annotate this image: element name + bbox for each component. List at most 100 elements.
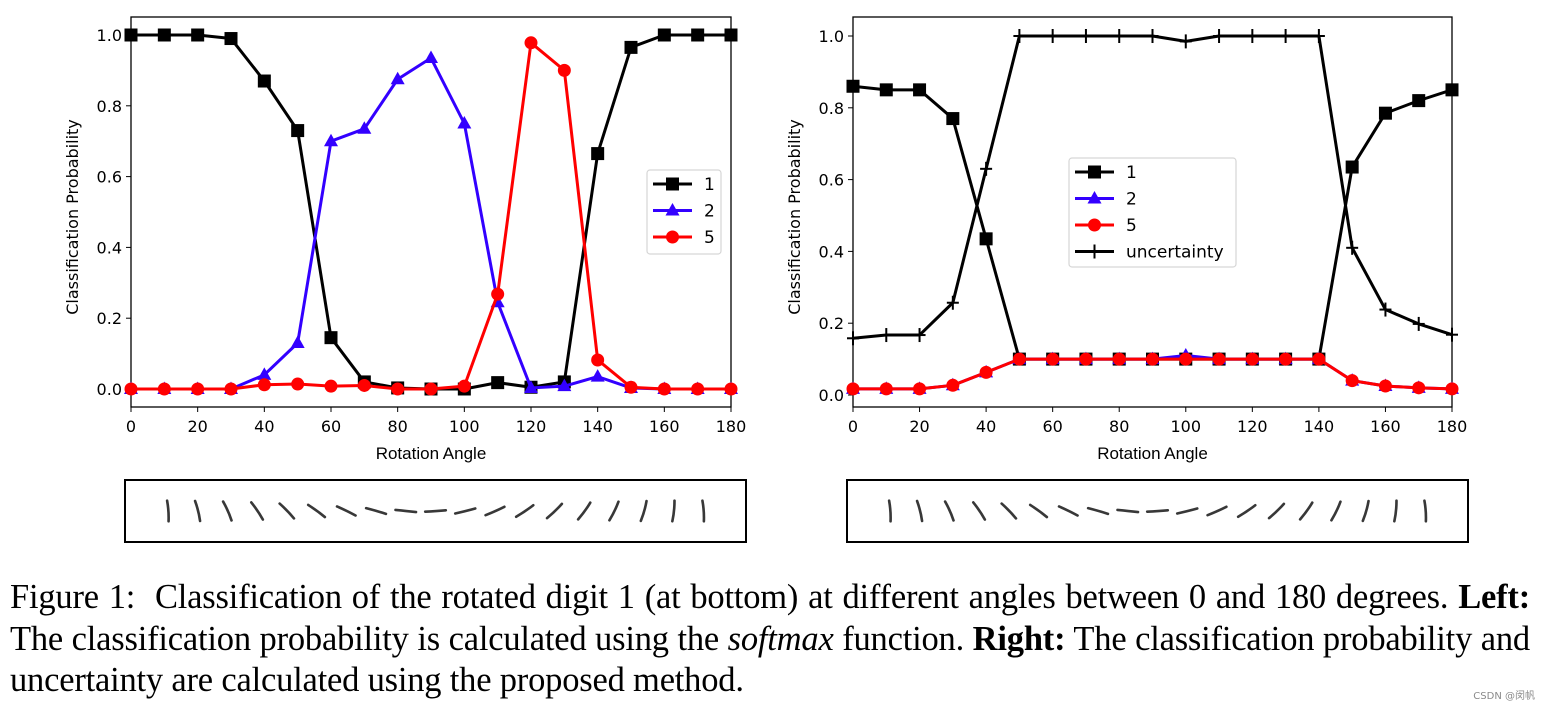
rotated-digit-70-deg bbox=[1086, 506, 1110, 516]
x-tick-label: 40 bbox=[976, 417, 996, 436]
rotated-digit-30-deg bbox=[249, 501, 265, 521]
y-tick-label: 0.8 bbox=[97, 97, 122, 116]
series-uncertainty bbox=[847, 29, 1458, 346]
data-point bbox=[691, 382, 705, 396]
y-axis-label: Classification Probability bbox=[63, 119, 82, 315]
rotated-digit-0-deg bbox=[887, 499, 892, 523]
data-point bbox=[1213, 29, 1226, 43]
x-tick-label: 20 bbox=[909, 417, 929, 436]
rotated-digit-images bbox=[887, 499, 1428, 523]
rotated-digit-20-deg bbox=[221, 500, 233, 522]
data-point bbox=[946, 112, 960, 126]
data-point bbox=[846, 382, 860, 396]
data-point bbox=[913, 382, 927, 396]
rotated-digit-150-deg bbox=[608, 500, 620, 522]
data-point bbox=[979, 232, 993, 246]
rotated-digit-170-deg bbox=[1393, 499, 1398, 523]
x-tick-label: 180 bbox=[716, 417, 747, 436]
legend-marker bbox=[1088, 218, 1101, 232]
x-tick-label: 180 bbox=[1437, 417, 1468, 436]
data-point bbox=[1345, 160, 1359, 174]
rotated-digit-150-deg bbox=[1330, 500, 1342, 522]
rotated-digit-110-deg bbox=[484, 505, 506, 517]
data-point bbox=[1379, 302, 1392, 317]
rotated-digit-160-deg bbox=[1361, 499, 1370, 523]
data-point bbox=[424, 50, 438, 64]
x-tick-label: 40 bbox=[254, 417, 274, 436]
rotated-digit-40-deg bbox=[1000, 502, 1018, 520]
caption-text: Classification of the rotated digit 1 (a… bbox=[154, 578, 1449, 616]
data-point bbox=[457, 116, 472, 129]
data-point bbox=[257, 367, 272, 380]
caption-right-label: Right: bbox=[972, 619, 1066, 658]
legend-item: 1 bbox=[1075, 163, 1137, 183]
data-point bbox=[291, 377, 305, 391]
data-point bbox=[257, 378, 271, 392]
data-point bbox=[624, 40, 638, 54]
legend-marker bbox=[666, 177, 679, 191]
rotated-digit-20-deg bbox=[943, 500, 955, 522]
rotated-digit-90-deg bbox=[423, 508, 448, 514]
data-point bbox=[491, 287, 505, 301]
rotated-digit-10-deg bbox=[915, 499, 924, 523]
rotated-digit-170-deg bbox=[671, 499, 676, 523]
data-point bbox=[1412, 316, 1425, 331]
y-tick-label: 0.4 bbox=[819, 242, 844, 261]
rotated-digit-50-deg bbox=[306, 503, 327, 519]
caption-prefix: Figure 1: bbox=[10, 578, 136, 616]
data-point bbox=[290, 335, 305, 348]
rotated-digit-100-deg bbox=[453, 507, 477, 515]
data-point bbox=[946, 295, 959, 310]
x-tick-label: 160 bbox=[1370, 417, 1401, 436]
data-point bbox=[1079, 29, 1092, 43]
data-point bbox=[1146, 352, 1159, 366]
data-point bbox=[1046, 352, 1060, 366]
data-point bbox=[847, 331, 859, 346]
data-point bbox=[1378, 106, 1392, 120]
series-2 bbox=[124, 50, 738, 394]
data-point bbox=[524, 36, 538, 50]
rotated-digit-140-deg bbox=[576, 501, 592, 521]
data-point bbox=[657, 382, 671, 396]
data-point bbox=[913, 83, 927, 97]
legend-marker bbox=[1088, 165, 1101, 179]
legend-marker bbox=[666, 230, 679, 244]
y-tick-label: 0.2 bbox=[97, 309, 122, 328]
data-point bbox=[557, 63, 571, 77]
data-point bbox=[1112, 352, 1126, 366]
series-1 bbox=[124, 28, 738, 396]
data-point bbox=[979, 365, 993, 379]
x-tick-label: 0 bbox=[848, 417, 858, 436]
data-point bbox=[524, 380, 538, 393]
data-point bbox=[1445, 382, 1459, 396]
series-line bbox=[131, 56, 731, 391]
data-point bbox=[390, 71, 405, 85]
x-tick-label: 160 bbox=[649, 417, 680, 436]
legend-label: 2 bbox=[704, 202, 715, 222]
rotated-digit-180-deg bbox=[701, 499, 706, 523]
data-point bbox=[491, 376, 505, 390]
data-point bbox=[1279, 352, 1293, 366]
x-tick-label: 0 bbox=[126, 417, 136, 436]
x-axis-label: Rotation Angle bbox=[376, 444, 487, 463]
data-point bbox=[357, 378, 371, 392]
series-5 bbox=[124, 36, 738, 396]
data-point bbox=[157, 28, 171, 42]
data-point bbox=[1046, 29, 1059, 43]
data-point bbox=[590, 369, 605, 382]
data-point bbox=[124, 28, 138, 42]
legend-item: 5 bbox=[653, 228, 715, 248]
data-point bbox=[457, 379, 471, 393]
data-point bbox=[724, 382, 738, 396]
data-point bbox=[1412, 381, 1426, 395]
data-point bbox=[391, 382, 405, 396]
data-point bbox=[191, 28, 205, 42]
data-point bbox=[1445, 83, 1459, 97]
legend-label: 5 bbox=[704, 228, 715, 248]
data-point bbox=[357, 121, 372, 134]
rotated-digit-40-deg bbox=[278, 502, 296, 520]
rotated-digit-160-deg bbox=[639, 499, 648, 523]
data-point bbox=[980, 161, 993, 176]
legend-box bbox=[1068, 157, 1237, 268]
data-point bbox=[324, 133, 338, 147]
